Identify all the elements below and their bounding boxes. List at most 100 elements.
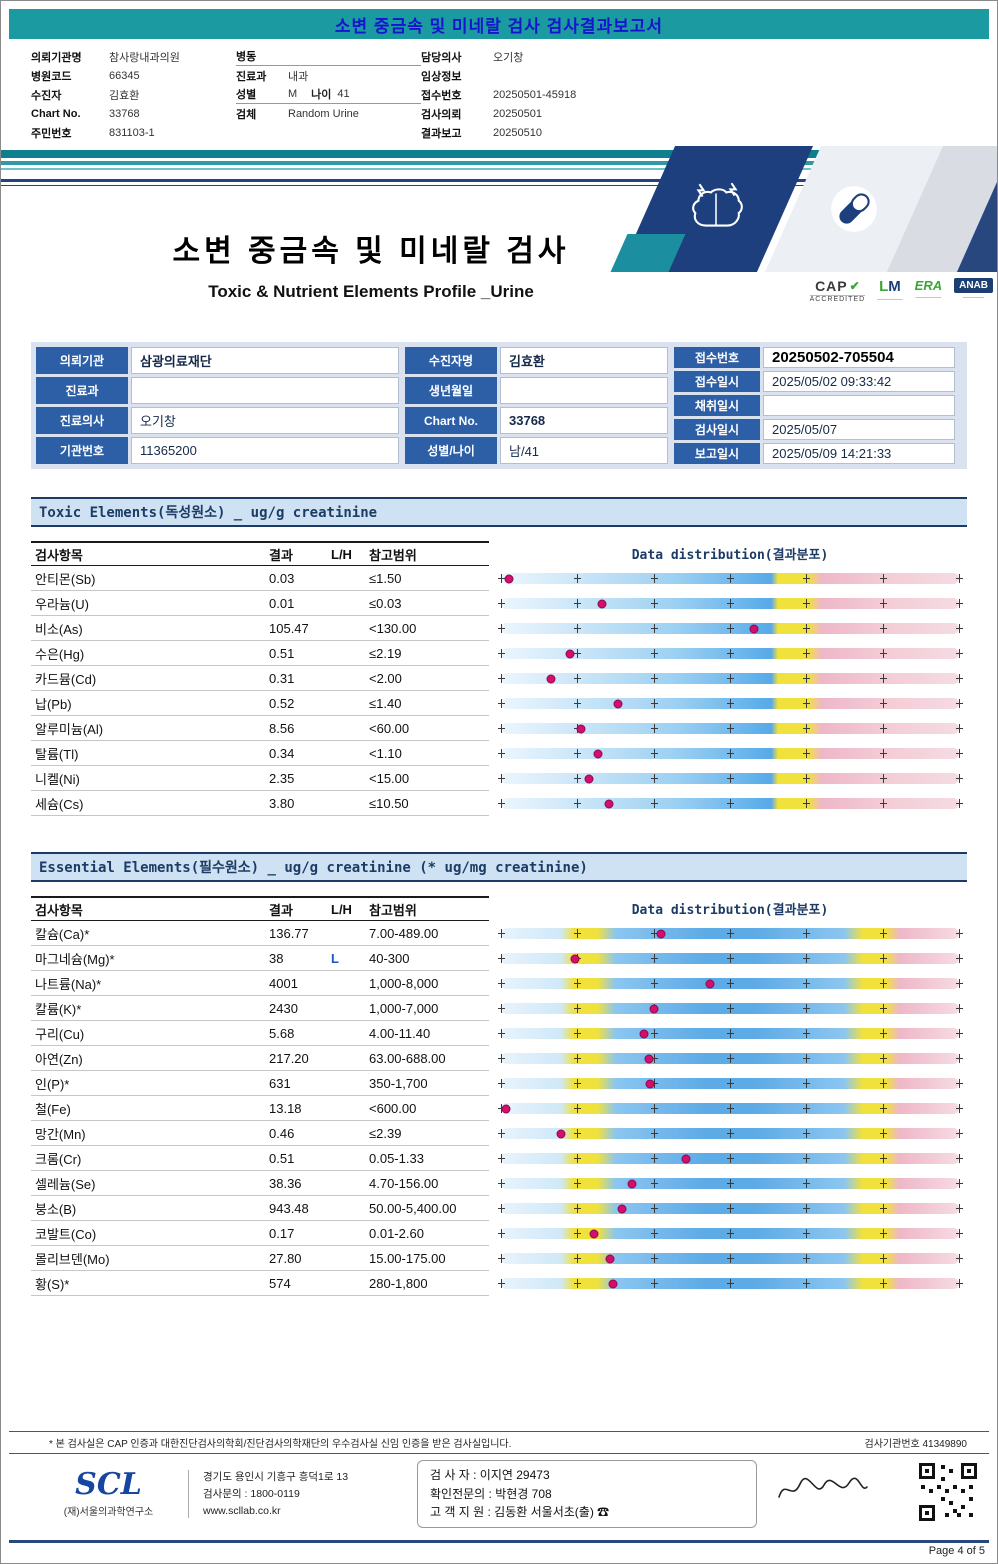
scale-tick [803, 1079, 811, 1088]
bottom-rule [9, 1540, 989, 1543]
distribution-cell [489, 1096, 967, 1121]
scale-tick [727, 1029, 734, 1038]
scale-tick [498, 599, 505, 608]
info-value [763, 395, 955, 416]
scale-tick [956, 929, 963, 938]
element-range: 0.01-2.60 [369, 1225, 424, 1241]
scale-tick [879, 749, 887, 758]
element-range: 15.00-175.00 [369, 1250, 446, 1266]
scale-tick [727, 649, 734, 658]
distribution-cell [489, 1271, 967, 1296]
field-label: 성별 [236, 89, 257, 101]
lab-inquiry-phone: 검사문의 : 1800-0119 [203, 1487, 300, 1500]
scale-tick [879, 1154, 887, 1163]
element-range: ≤0.03 [369, 595, 402, 611]
distribution-bar [498, 723, 963, 734]
element-row: 칼슘(Ca)* 136.77 7.00-489.00 [31, 921, 967, 946]
scale-tick [956, 1254, 963, 1263]
info-value: 11365200 [131, 437, 399, 464]
element-result: 5.68 [269, 1025, 295, 1041]
scale-tick [650, 724, 658, 733]
scale-tick [498, 1229, 505, 1238]
element-name: 셀레늄(Se) [35, 1176, 96, 1192]
essential-rows-container: 칼슘(Ca)* 136.77 7.00-489.00 마그네슘(Mg)* 38 L 40-3… [31, 921, 967, 1296]
scale-tick [803, 1129, 811, 1138]
info-value [500, 377, 668, 404]
element-row: 망간(Mn) 0.46 ≤2.39 [31, 1121, 967, 1146]
distribution-cell [489, 1171, 967, 1196]
element-row: 우라늄(U) 0.01 ≤0.03 [31, 591, 967, 616]
distribution-bar [498, 648, 963, 659]
element-result: 0.17 [269, 1225, 295, 1241]
scale-tick [574, 1279, 582, 1288]
field-value: 오기창 [493, 51, 524, 64]
scale-tick [574, 599, 582, 608]
section-header-essential: Essential Elements(필수원소) _ ug/g creatini… [31, 852, 967, 882]
patient-header: 의뢰기관명 참사랑내과의원 병원코드 66345 수진자 김효환 Chart No. 3… [31, 47, 967, 142]
info-value: 20250502-705504 [763, 347, 955, 368]
field-value: 831103-1 [109, 126, 155, 139]
result-marker [644, 1054, 654, 1063]
scale-tick [727, 1129, 734, 1138]
field-label: 검사의뢰 [421, 108, 462, 121]
scale-tick [650, 1204, 658, 1213]
distribution-bar [498, 573, 963, 584]
scale-tick [650, 599, 658, 608]
element-name: 나트륨(Na)* [35, 976, 102, 992]
info-value: 33768 [500, 407, 668, 434]
result-marker [504, 574, 514, 583]
result-marker [605, 1254, 615, 1263]
element-range: <130.00 [369, 620, 417, 636]
result-marker [501, 1104, 511, 1113]
scale-tick [727, 724, 734, 733]
col-header-range: 참고범위 [369, 547, 417, 563]
scale-tick [727, 1179, 734, 1188]
field-label: 결과보고 [421, 127, 462, 140]
scale-tick [650, 979, 658, 988]
scale-tick [803, 1254, 811, 1263]
distribution-cell [489, 921, 967, 946]
letterhead: CAP ✔ ACCREDITED LM ────── ERA ────── ANA… [1, 146, 997, 328]
distribution-cell [489, 641, 967, 666]
result-marker [546, 674, 556, 683]
scale-tick [574, 1154, 582, 1163]
element-flag: L [331, 950, 339, 966]
scale-tick [956, 1079, 963, 1088]
field-value: 내과 [288, 70, 309, 83]
result-marker [604, 799, 614, 808]
element-row: 구리(Cu) 5.68 4.00-11.40 [31, 1021, 967, 1046]
info-right-group: 접수번호 20250502-705504 접수일시 2025/05/02 09:33… [674, 347, 955, 464]
element-result: 105.47 [269, 620, 309, 636]
scale-tick [879, 1179, 887, 1188]
scale-tick [956, 1279, 963, 1288]
scale-tick [574, 699, 582, 708]
scale-tick [803, 929, 811, 938]
scale-tick [650, 649, 658, 658]
report-header-title: 소변 중금속 및 미네랄 검사 검사결과보고서 [334, 16, 664, 36]
element-range: <2.00 [369, 670, 402, 686]
distribution-bar [498, 1053, 963, 1064]
element-range: <60.00 [369, 720, 410, 736]
info-value: 김효환 [500, 347, 668, 374]
result-marker [649, 1004, 658, 1013]
element-row: 셀레늄(Se) 38.36 4.70-156.00 [31, 1171, 967, 1196]
scale-tick [650, 929, 658, 938]
element-row: 탈륨(Tl) 0.34 <1.10 [31, 741, 967, 766]
col-header-distribution: Data distribution(결과분포) [631, 903, 829, 918]
scale-tick [498, 1254, 505, 1263]
scale-tick [879, 1079, 887, 1088]
scale-tick [956, 1029, 963, 1038]
scale-tick [727, 1004, 734, 1013]
scale-tick [879, 1254, 887, 1263]
element-result: 27.80 [269, 1250, 302, 1266]
element-name: 알루미늄(Al) [35, 721, 104, 737]
distribution-cell [489, 666, 967, 691]
element-result: 8.56 [269, 720, 295, 736]
scale-tick [879, 954, 887, 963]
element-row: 납(Pb) 0.52 ≤1.40 [31, 691, 967, 716]
col-header-item: 검사항목 [35, 902, 83, 918]
scale-tick [498, 929, 505, 938]
lab-website-link[interactable]: www.scllab.co.kr [203, 1504, 281, 1517]
scale-tick [650, 699, 658, 708]
element-name: 세슘(Cs) [35, 796, 84, 812]
